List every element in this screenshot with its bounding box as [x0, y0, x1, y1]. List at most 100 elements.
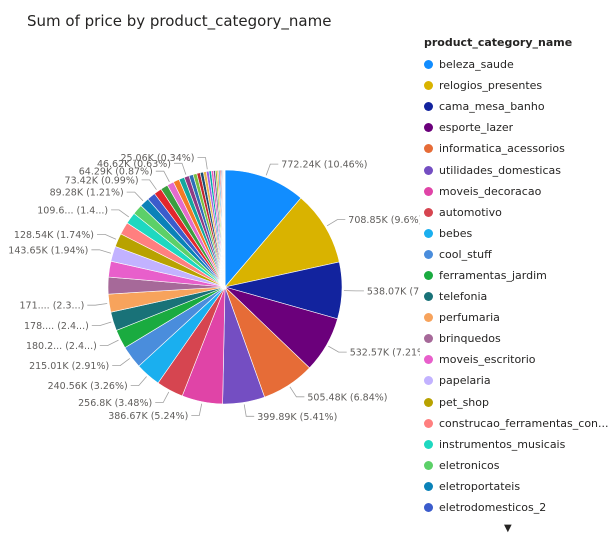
legend-item[interactable]: telefonia [424, 286, 610, 307]
leader-line [130, 376, 147, 387]
leader-line [289, 386, 305, 398]
data-label: 171.... (2.3...) [19, 301, 84, 312]
legend-dot [424, 81, 433, 91]
legend-label: telefonia [439, 290, 488, 304]
data-label: 538.07K (7.28%) [367, 286, 420, 297]
leader-line [112, 358, 131, 367]
legend-dot [424, 503, 433, 513]
data-label: 128.54K (1.74%) [14, 230, 94, 241]
pie-chart: 772.24K (10.46%) 708.85K (9.6%) 538.07K (7… [8, 153, 420, 423]
leader-line [97, 233, 117, 240]
legend-item[interactable]: brinquedos [424, 328, 610, 349]
legend-item[interactable]: pet_shop [424, 392, 610, 413]
legend-dot [424, 270, 433, 280]
leader-line [91, 321, 112, 327]
chart-title: Sum of price by product_category_name [27, 12, 332, 30]
data-label: 215.01K (2.91%) [29, 361, 109, 372]
leader-line [155, 391, 170, 403]
legend-dot [424, 228, 433, 238]
leader-line [155, 170, 170, 182]
legend-dot [424, 249, 433, 259]
legend-label: informatica_acessorios [439, 142, 565, 156]
legend-item[interactable]: utilidades_domesticas [424, 159, 610, 180]
legend-item[interactable]: cool_stuff [424, 244, 610, 265]
legend-label: automotivo [439, 205, 502, 219]
legend-label: cama_mesa_banho [439, 100, 545, 114]
pie-slices [107, 169, 343, 405]
legend-dot [424, 207, 433, 217]
legend-item[interactable]: ferramentas_jardim [424, 265, 610, 286]
legend-item[interactable]: beleza_saude [424, 54, 610, 75]
legend-dot [424, 313, 433, 323]
pie-slice[interactable] [224, 169, 302, 288]
data-label: 240.56K (3.26%) [48, 381, 128, 392]
data-label: 64.29K (0.87%) [79, 167, 153, 178]
data-label: 505.48K (6.84%) [307, 392, 387, 403]
data-label: 532.57K (7.21%) [350, 348, 420, 359]
data-label: 708.85K (9.6%) [348, 215, 420, 226]
legend-item[interactable]: construcao_ferramentas_con... [424, 413, 610, 434]
legend-item[interactable]: moveis_decoracao [424, 181, 610, 202]
data-label: 25.06K (0.34%) [120, 153, 194, 164]
pie-slice[interactable] [224, 197, 340, 288]
leader-line [141, 179, 157, 190]
legend-dot [424, 334, 433, 344]
legend-dot [424, 481, 433, 491]
legend-item[interactable]: papelaria [424, 370, 610, 391]
legend-label: moveis_decoracao [439, 184, 542, 198]
legend-dot [424, 397, 433, 407]
legend-dot [424, 376, 433, 386]
legend-item[interactable]: eletronicos [424, 455, 610, 476]
legend-dot [424, 292, 433, 302]
leader-line [87, 303, 108, 306]
legend-label: moveis_escritorio [439, 353, 536, 367]
data-label: 109.6... (1.4...) [37, 205, 108, 216]
legend-item[interactable]: esporte_lazer [424, 117, 610, 138]
legend-label: brinquedos [439, 332, 501, 346]
legend-item[interactable]: eletroportateis [424, 476, 610, 497]
legend-item[interactable]: moveis_escritorio [424, 349, 610, 370]
legend-title: product_category_name [424, 36, 573, 49]
legend-label: eletrodomesticos_2 [439, 501, 547, 515]
legend-item[interactable]: perfumaria [424, 307, 610, 328]
leader-lines [87, 157, 364, 417]
legend-item[interactable]: bebes [424, 223, 610, 244]
leader-line [326, 219, 346, 227]
data-label: 89.28K (1.21%) [50, 188, 124, 199]
legend-item[interactable]: automotivo [424, 202, 610, 223]
legend-label: papelaria [439, 374, 491, 388]
leader-line [328, 345, 347, 353]
legend-label: eletroportateis [439, 479, 521, 493]
data-label: 772.24K (10.46%) [281, 160, 367, 171]
legend-dot [424, 123, 433, 133]
data-label: 143.65K (1.94%) [8, 245, 88, 256]
legend-dot [424, 102, 433, 112]
data-label: 73.42K (0.99%) [65, 175, 139, 186]
legend-label: pet_shop [439, 395, 489, 409]
leader-line [197, 157, 208, 170]
leader-line [99, 339, 119, 346]
legend-label: instrumentos_musicais [439, 437, 566, 451]
legend-item[interactable]: relogios_presentes [424, 75, 610, 96]
leader-line [265, 163, 279, 176]
legend-item[interactable]: eletrodomesticos_2 [424, 497, 610, 518]
legend-dot [424, 165, 433, 175]
legend-label: esporte_lazer [439, 121, 514, 135]
caret-down-icon[interactable]: ▼ [504, 523, 512, 534]
leader-line [191, 403, 203, 416]
leader-line [174, 162, 187, 175]
legend-dot [424, 355, 433, 365]
legend-label: eletronicos [439, 458, 500, 472]
legend-label: utilidades_domesticas [439, 163, 561, 177]
legend: product_category_name beleza_saude relogi… [424, 36, 610, 518]
data-label: 180.2... (2.4...) [26, 341, 97, 352]
legend-dot [424, 60, 433, 70]
legend-label: ferramentas_jardim [439, 268, 547, 282]
legend-label: cool_stuff [439, 247, 492, 261]
data-label: 256.8K (3.48%) [78, 398, 152, 409]
legend-item[interactable]: instrumentos_musicais [424, 434, 610, 455]
legend-label: bebes [439, 226, 473, 240]
data-label: 46.62K (0.63%) [97, 159, 171, 170]
legend-item[interactable]: cama_mesa_banho [424, 96, 610, 117]
legend-item[interactable]: informatica_acessorios [424, 138, 610, 159]
